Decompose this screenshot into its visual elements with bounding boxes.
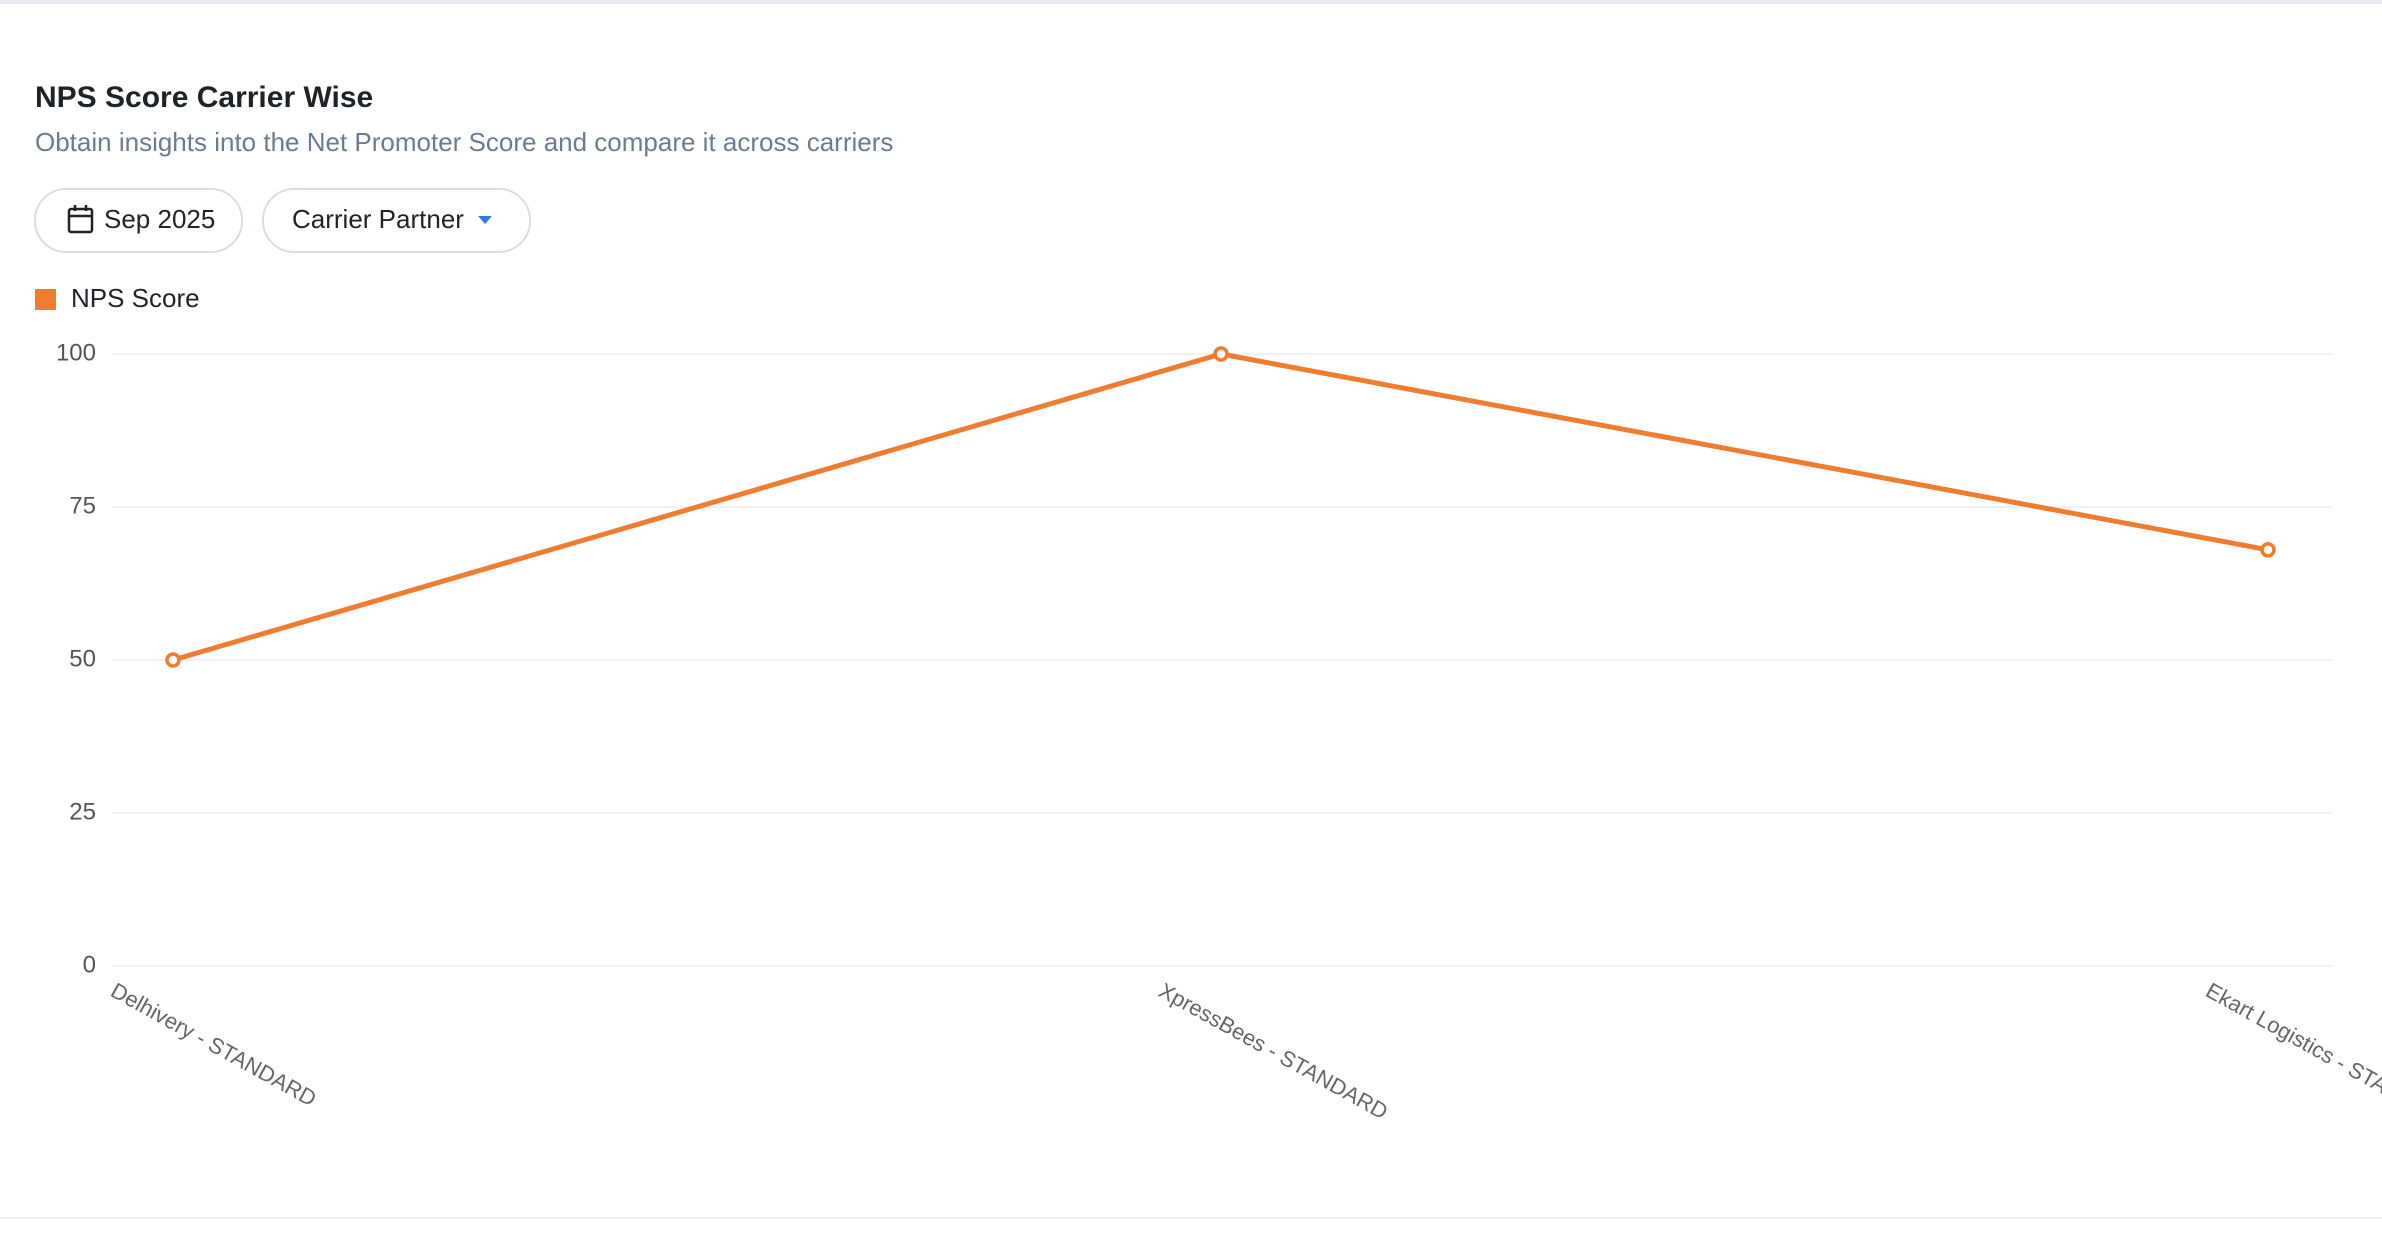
date-button[interactable]: [34, 188, 243, 253]
y-tick-label: 100: [56, 339, 96, 366]
data-point: [2260, 542, 2276, 558]
x-tick-label: XpressBees - STANDARD: [1155, 978, 1392, 1125]
data-point: [165, 652, 181, 668]
dropdown-caret: [478, 216, 492, 224]
y-tick-label: 50: [69, 645, 96, 672]
carrier-button[interactable]: [262, 188, 531, 253]
y-tick-label: 75: [69, 492, 96, 519]
date-label: Sep 2025: [104, 204, 215, 234]
legend-label: NPS Score: [71, 283, 200, 313]
x-tick-label: Ekart Logistics - STANDARD: [2202, 978, 2382, 1137]
legend-swatch: [35, 289, 56, 310]
calendar-icon: [67, 205, 94, 234]
carrier-label: Carrier Partner: [292, 204, 464, 234]
data-point: [1213, 346, 1229, 362]
carrier-filter[interactable]: Carrier Partner: [262, 188, 531, 253]
y-tick-label: 0: [83, 951, 96, 978]
chart-subtitle: Obtain insights into the Net Promoter Sc…: [35, 127, 893, 157]
x-tick-label: Delhivery - STANDARD: [107, 978, 321, 1112]
date-filter[interactable]: Sep 2025: [34, 188, 243, 253]
chart-title: NPS Score Carrier Wise: [35, 81, 373, 114]
y-tick-label: 25: [69, 798, 96, 825]
